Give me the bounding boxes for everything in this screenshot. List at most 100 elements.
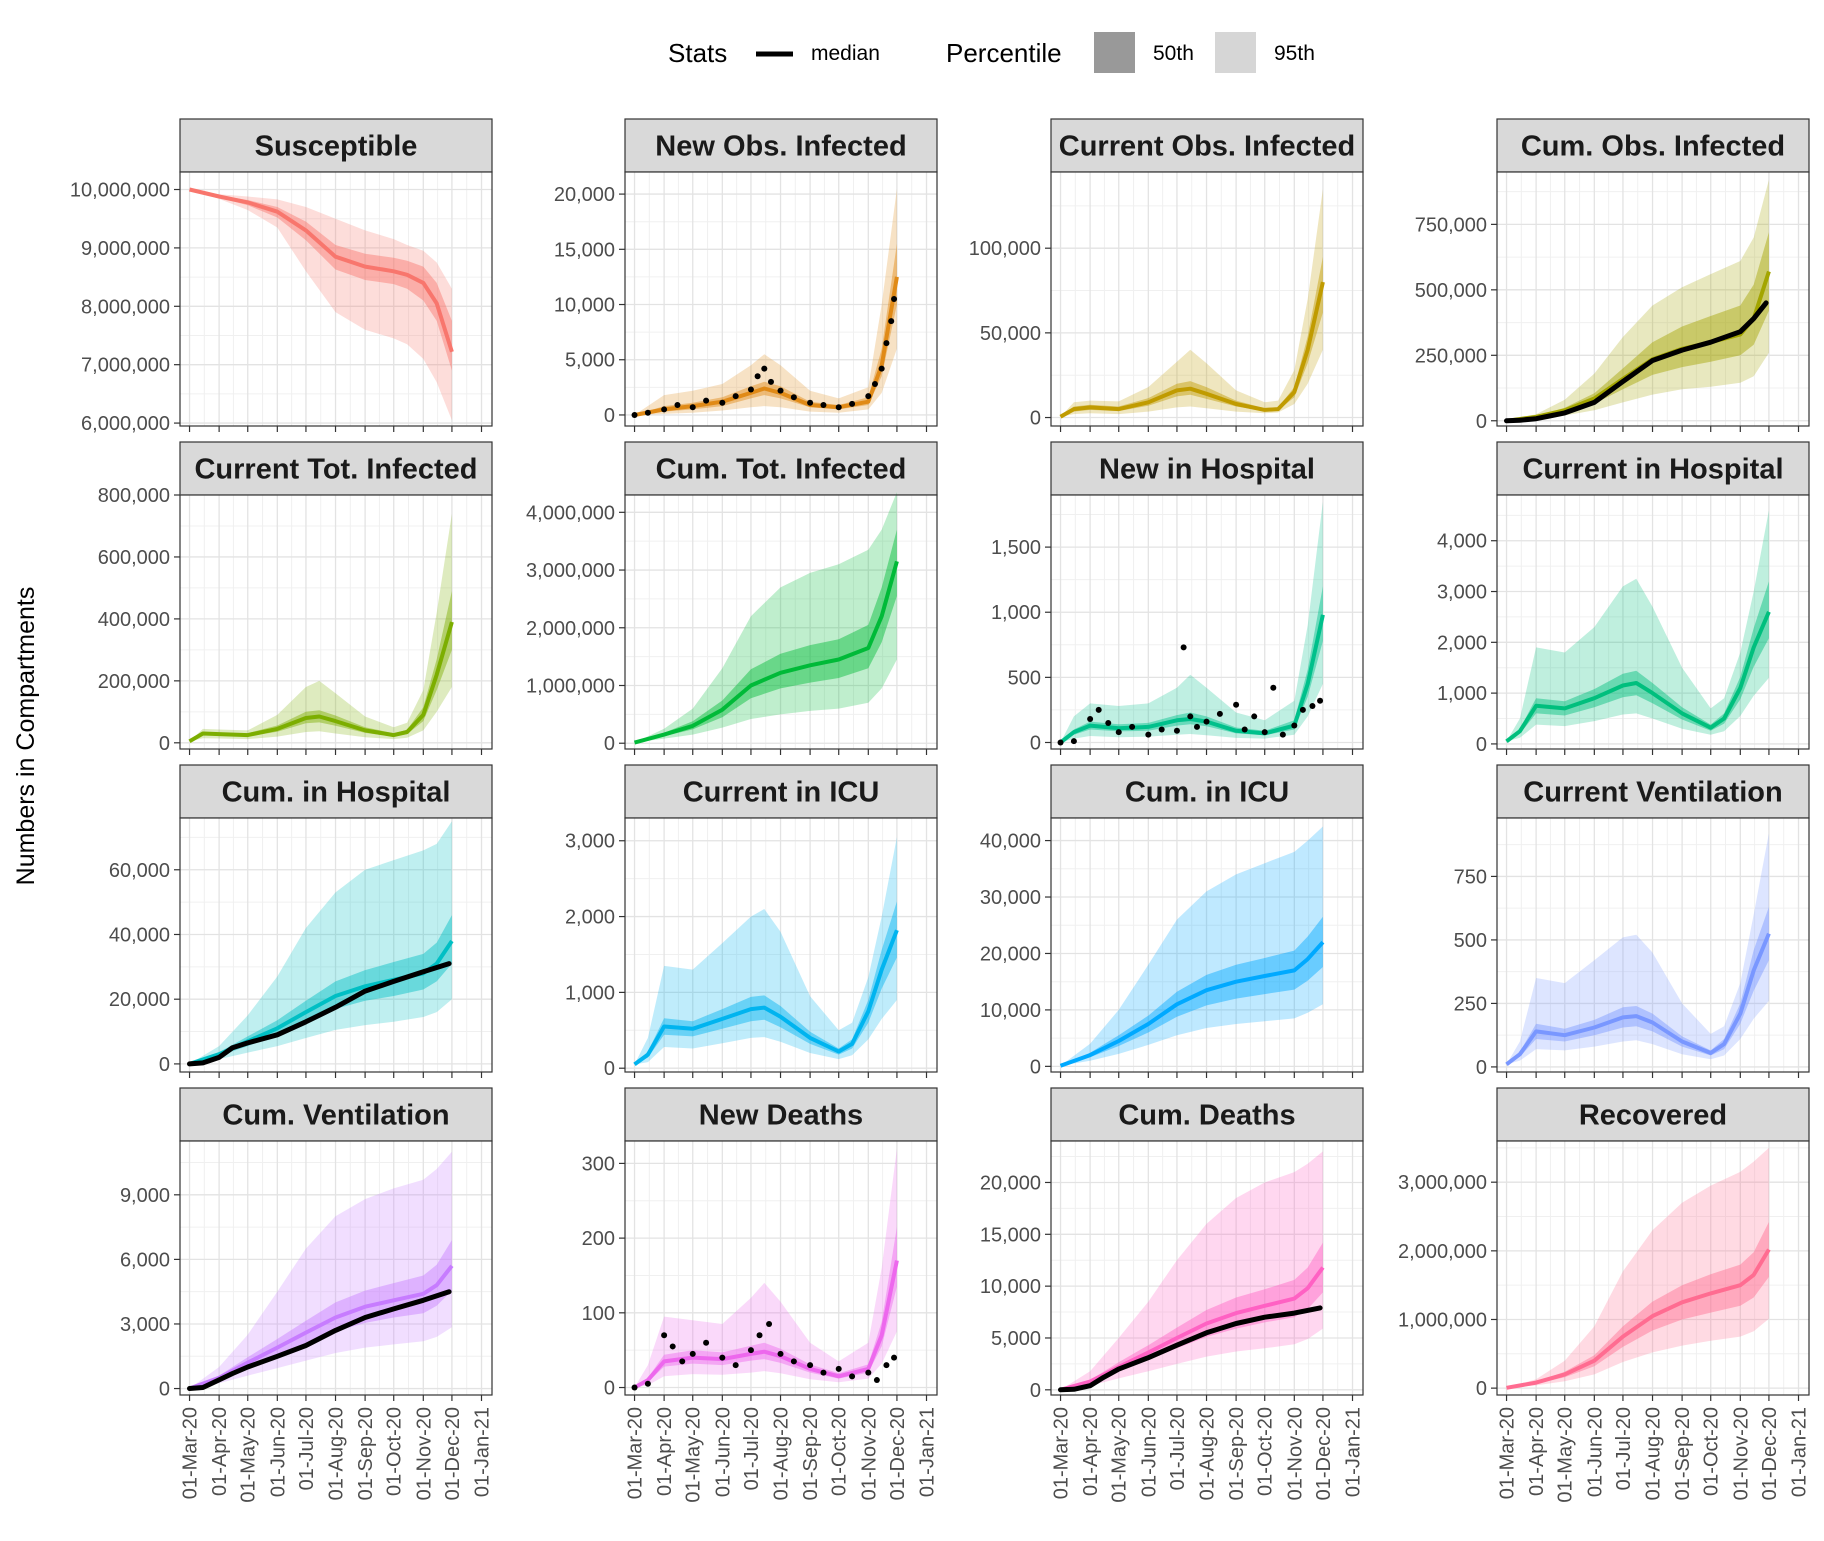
observed-point [1115, 729, 1122, 736]
y-tick-label: 3,000 [1437, 582, 1487, 604]
x-tick-label: 01-Jun-20 [1138, 1407, 1160, 1497]
y-tick-label: 250,000 [1415, 345, 1487, 367]
y-tick-label: 1,000 [991, 602, 1041, 624]
y-tick-label: 9,000,000 [81, 238, 170, 260]
y-tick-label: 0 [1030, 1056, 1041, 1078]
facet-title: Cum. Ventilation [222, 1100, 449, 1132]
observed-point [1180, 644, 1187, 651]
x-tick-label: 01-Jun-20 [1584, 1407, 1606, 1497]
y-tick-label: 0 [1476, 1057, 1487, 1079]
observed-point [703, 1339, 710, 1346]
x-tick-label: 01-Mar-20 [1497, 1407, 1519, 1499]
facet-strip [1496, 118, 1810, 173]
legend-p95-swatch [1215, 32, 1256, 73]
observed-point [849, 400, 856, 407]
gridlines [625, 172, 937, 426]
observed-point [689, 404, 696, 411]
facet-strip [1050, 1087, 1364, 1142]
y-axis: 0 20,000 40,000 60,000 [109, 860, 180, 1076]
y-tick-label: 20,000 [554, 184, 615, 206]
y-tick-label: 2,000,000 [1398, 1241, 1487, 1263]
facet-title: New in Hospital [1099, 454, 1315, 486]
facet-panel-16: Recovered 0 1,000,000 2,000,000 3,000,000 01-… [1398, 1087, 1811, 1503]
legend: Stats median Percentile 50th 95th [668, 32, 1315, 73]
ribbon-50th [1060, 916, 1323, 1066]
y-axis: 0 3,000 6,000 9,000 [120, 1185, 180, 1401]
y-tick-label: 6,000 [120, 1249, 170, 1271]
observed-point [1216, 710, 1223, 717]
observed-point [777, 1350, 784, 1357]
observed-point [1299, 706, 1306, 713]
y-tick-label: 10,000 [980, 1276, 1041, 1298]
observed-point [719, 399, 726, 406]
y-tick-label: 0 [1476, 411, 1487, 433]
facet-panel-2: New Obs. Infected 0 5,000 10,000 15,000 20,00… [554, 118, 938, 432]
x-axis [1505, 426, 1800, 432]
legend-median-label: median [811, 42, 880, 65]
y-tick-label: 50,000 [980, 323, 1041, 345]
y-axis: 0 500 1,000 1,500 [991, 537, 1051, 754]
y-tick-label: 0 [604, 1058, 615, 1080]
y-tick-label: 30,000 [980, 887, 1041, 909]
x-tick-label: 01-Jun-20 [712, 1407, 734, 1497]
y-axis: 0 1,000 2,000 3,000 4,000 [1437, 531, 1497, 756]
facet-title: Cum. Deaths [1118, 1100, 1295, 1132]
observed-point [891, 296, 898, 302]
observed-point [807, 399, 814, 406]
y-tick-label: 500,000 [1415, 280, 1487, 302]
observed-point [644, 1380, 651, 1387]
x-tick-label: 01-Apr-20 [654, 1407, 676, 1496]
x-tick-label: 01-Dec-20 [442, 1407, 464, 1500]
legend-stats-title: Stats [668, 38, 727, 68]
facet-title: Recovered [1579, 1100, 1727, 1132]
observed-point [807, 1362, 814, 1369]
facet-panel-8: Current in Hospital 0 1,000 2,000 3,000 4,000 [1437, 441, 1810, 756]
y-tick-label: 3,000,000 [1398, 1172, 1487, 1194]
y-tick-label: 10,000,000 [70, 180, 170, 202]
y-tick-label: 0 [604, 733, 615, 755]
y-tick-label: 0 [159, 1054, 170, 1076]
observed-point [766, 1321, 773, 1328]
observed-point [674, 402, 681, 409]
x-tick-label: 01-Mar-20 [180, 1407, 202, 1499]
observed-point [820, 1369, 827, 1376]
observed-point [1129, 723, 1136, 730]
ribbon-95th [634, 492, 897, 743]
observed-point [631, 411, 638, 418]
y-axis: 0 1,000,000 2,000,000 3,000,000 [1398, 1172, 1497, 1400]
observed-point [756, 1332, 763, 1339]
x-axis [1059, 426, 1354, 432]
x-tick-label: 01-Jan-21 [917, 1407, 939, 1497]
x-axis [1059, 749, 1354, 755]
facet-panel-10: Current in ICU 0 1,000 2,000 3,000 [565, 764, 938, 1080]
y-tick-label: 8,000,000 [81, 296, 170, 318]
y-axis: 0 5,000 10,000 15,000 20,000 [554, 184, 625, 427]
observed-point [1193, 723, 1200, 730]
gridlines [1051, 495, 1363, 749]
observed-point [1241, 726, 1248, 733]
observed-point [835, 404, 842, 411]
x-axis [188, 1072, 483, 1078]
facet-panel-13: Cum. Ventilation 0 3,000 6,000 9,000 01-Mar-2… [120, 1087, 494, 1503]
observed-point [883, 1362, 890, 1369]
facet-strip [1050, 764, 1364, 819]
observed-point [790, 394, 797, 401]
y-tick-label: 3,000 [565, 831, 615, 853]
facet-strip [624, 1087, 938, 1142]
observed-point [1173, 727, 1180, 734]
x-tick-label: 01-May-20 [238, 1407, 260, 1503]
y-tick-label: 3,000 [120, 1314, 170, 1336]
observed-point [747, 1347, 754, 1354]
gridlines [180, 172, 492, 426]
observed-point [732, 393, 739, 400]
observed-point [732, 1362, 739, 1369]
observed-point [1087, 716, 1094, 723]
y-tick-label: 10,000 [554, 295, 615, 317]
y-tick-label: 4,000 [1437, 531, 1487, 553]
y-tick-label: 100 [582, 1303, 615, 1325]
observed-point [1158, 726, 1165, 733]
y-tick-label: 500 [1454, 930, 1487, 952]
